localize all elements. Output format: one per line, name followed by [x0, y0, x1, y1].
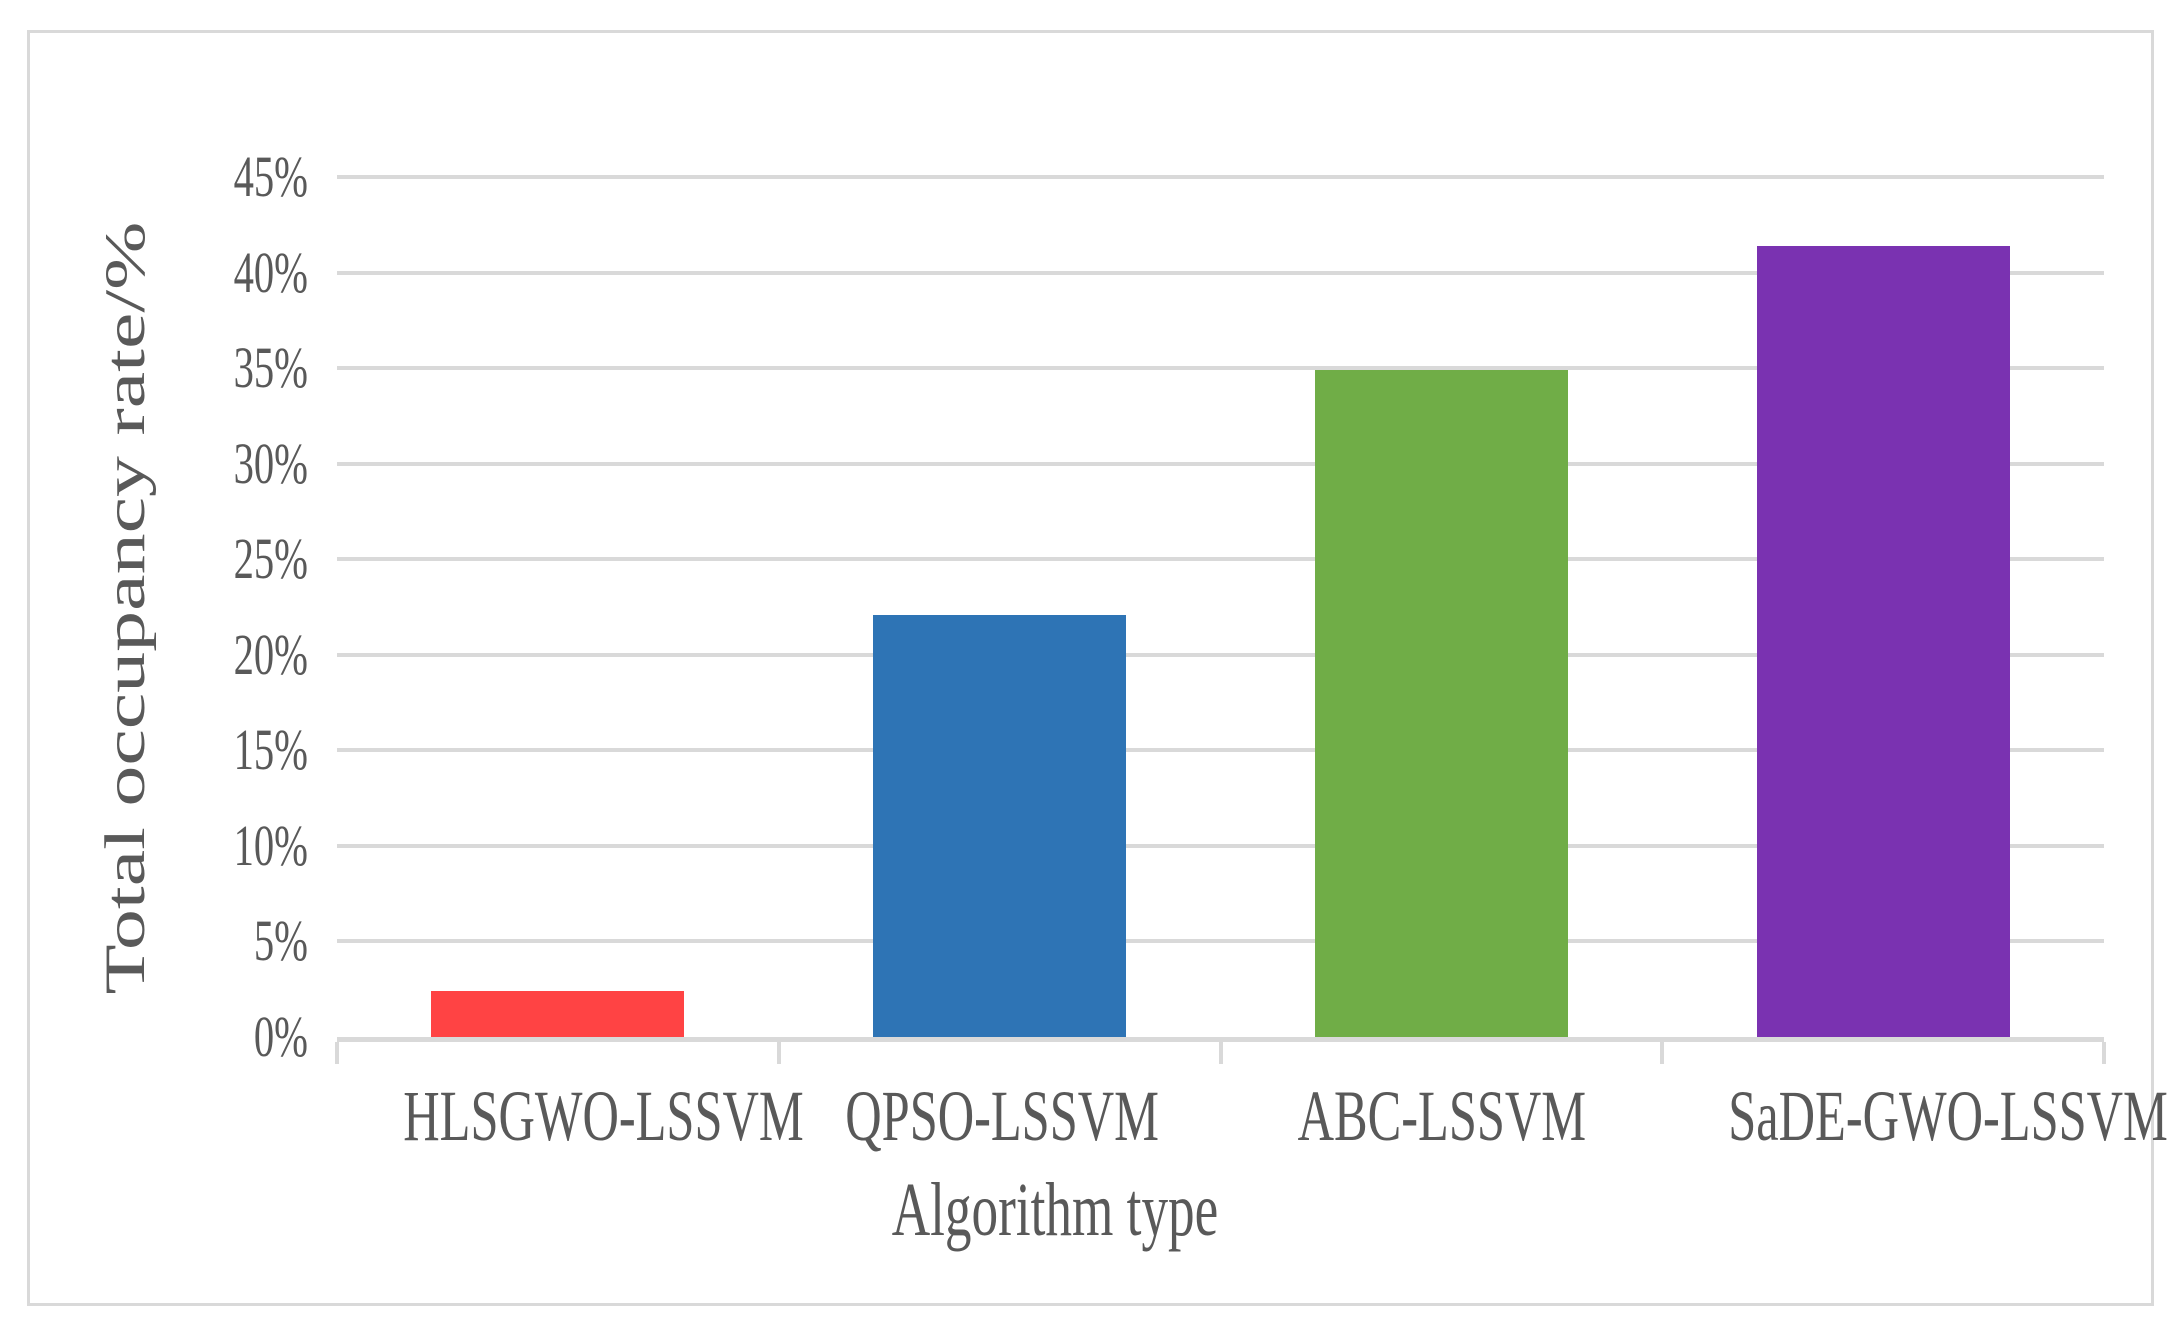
axis-tick	[2102, 1042, 2106, 1064]
x-axis-labels: HLSGWO-LSSVM QPSO-LSSVM ABC-LSSVM SaDE-GWO-…	[337, 1076, 2169, 1158]
x-axis-tick-marks	[335, 1042, 2106, 1066]
y-tick-label: 15%	[233, 717, 308, 783]
axis-tick	[335, 1042, 339, 1064]
y-tick-label: 25%	[233, 526, 308, 592]
gridline	[337, 939, 2104, 944]
y-tick-label: 40%	[233, 239, 308, 305]
bar-hlsgwo-lssvm	[431, 991, 685, 1037]
y-axis-labels: 0% 5% 10% 15% 20% 25% 30% 35% 40% 45%	[0, 148, 308, 1066]
axis-tick	[1218, 1042, 1223, 1064]
gridline	[337, 175, 2104, 179]
gridline	[337, 366, 2104, 371]
y-tick-label: 0%	[253, 1004, 308, 1069]
y-tick-label: 45%	[233, 144, 308, 209]
gridline	[337, 652, 2104, 657]
category-label: SaDE-GWO-LSSVM	[1728, 1076, 2169, 1156]
y-tick-label: 5%	[253, 908, 308, 974]
y-tick-label: 10%	[233, 812, 308, 878]
category-label: ABC-LSSVM	[1297, 1076, 1586, 1156]
plot-area	[337, 175, 2104, 1042]
category-label: HLSGWO-LSSVM	[403, 1076, 804, 1156]
y-tick-label: 20%	[233, 621, 308, 687]
bar-qpso-lssvm	[873, 614, 1127, 1037]
axis-tick	[776, 1042, 781, 1064]
axis-tick	[1660, 1042, 1665, 1064]
gridline	[337, 270, 2104, 275]
y-tick-label: 30%	[233, 430, 308, 496]
bar-sade-gwo-lssvm	[1756, 245, 2010, 1037]
gridline	[337, 748, 2104, 753]
y-tick-label: 35%	[233, 335, 308, 401]
gridline	[337, 843, 2104, 848]
x-axis-title: Algorithm type	[891, 1168, 1219, 1252]
bar-abc-lssvm	[1314, 370, 1568, 1037]
category-label: QPSO-LSSVM	[845, 1076, 1159, 1156]
gridline	[337, 461, 2104, 466]
gridline	[337, 557, 2104, 562]
